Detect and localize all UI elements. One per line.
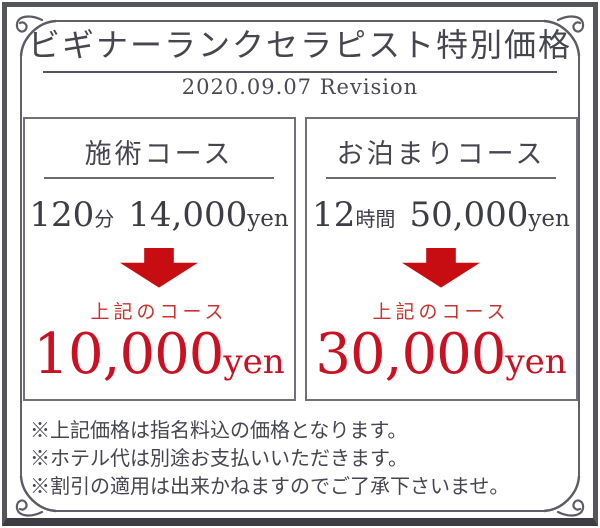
- promo-price-value: 10,000: [33, 321, 224, 387]
- duration-unit: 分: [94, 206, 115, 231]
- promo-price: 30,000yen: [307, 321, 576, 387]
- regular-currency: yen: [528, 205, 570, 232]
- promo-currency: yen: [223, 341, 285, 382]
- promo-price: 10,000yen: [25, 321, 294, 387]
- regular-price: 50,000: [409, 194, 529, 235]
- note-line: ※上記価格は指名料込の価格となります。: [30, 417, 408, 442]
- promo-label: 上記のコース: [372, 300, 510, 323]
- course-title-underline: [326, 176, 556, 179]
- course-title-underline: [44, 176, 274, 179]
- course-title: お泊まりコース: [336, 138, 546, 170]
- course-panel-treatment: 施術コース 120分 14,000yen 上記のコース 10,000yen: [22, 116, 296, 401]
- duration-unit: 時間: [355, 206, 396, 231]
- page-title: ビギナーランクセラピスト特別価格: [27, 26, 572, 64]
- title-underline: [43, 70, 557, 73]
- down-arrow-icon: [402, 247, 480, 288]
- regular-price: 14,000: [128, 194, 248, 235]
- promo-label: 上記のコース: [90, 300, 228, 323]
- note-line: ※ホテル代は別途お支払いいただきます。: [30, 445, 408, 470]
- course-spec: 120分 14,000yen: [25, 195, 294, 235]
- down-arrow-icon: [120, 247, 198, 288]
- duration-value: 12: [312, 194, 356, 235]
- regular-currency: yen: [247, 205, 289, 232]
- promo-price-value: 30,000: [315, 321, 506, 387]
- note-line: ※割引の適用は出来かねますのでご了承下さいませ。: [30, 473, 510, 498]
- course-panels: 施術コース 120分 14,000yen 上記のコース 10,000yen お泊ま…: [0, 116, 600, 401]
- duration-value: 120: [29, 194, 95, 235]
- course-title: 施術コース: [84, 138, 234, 170]
- promo-currency: yen: [505, 341, 567, 382]
- course-panel-overnight: お泊まりコース 12時間 50,000yen 上記のコース 30,000yen: [304, 116, 578, 401]
- notes: ※上記価格は指名料込の価格となります。 ※ホテル代は別途お支払いいただきます。 …: [30, 416, 600, 500]
- revision-date: 2020.09.07 Revision: [181, 74, 419, 99]
- course-spec: 12時間 50,000yen: [307, 195, 576, 235]
